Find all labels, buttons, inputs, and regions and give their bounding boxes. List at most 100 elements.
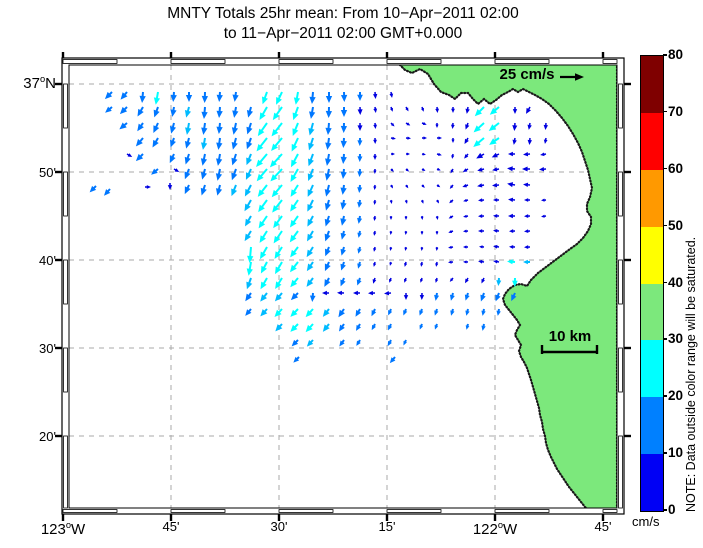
current-vector xyxy=(435,215,439,220)
x-axis-tick-label: 45' xyxy=(162,519,180,534)
frame-rail xyxy=(618,347,623,393)
current-vector xyxy=(389,277,392,283)
current-vector xyxy=(463,229,469,233)
current-vector xyxy=(305,323,314,333)
current-vector xyxy=(473,137,485,147)
current-vector xyxy=(357,230,362,238)
current-vector xyxy=(437,136,442,140)
current-vector xyxy=(340,107,348,117)
current-vector xyxy=(450,308,455,316)
current-vector xyxy=(404,261,408,267)
current-vector xyxy=(373,122,378,129)
current-vector xyxy=(357,199,363,208)
current-vector xyxy=(465,323,470,330)
current-vector xyxy=(340,199,347,210)
land-polygon xyxy=(399,65,617,508)
current-vector xyxy=(290,246,299,258)
current-vector xyxy=(492,167,500,172)
current-vector xyxy=(390,168,394,172)
current-vector xyxy=(473,122,485,133)
current-vector xyxy=(273,230,283,244)
current-vector xyxy=(373,230,377,236)
current-vector xyxy=(120,91,128,100)
current-vector xyxy=(491,152,500,158)
current-vector xyxy=(524,198,530,202)
current-vector xyxy=(493,228,500,233)
current-vector xyxy=(231,137,238,150)
current-vector xyxy=(463,198,469,202)
current-vector xyxy=(307,168,314,182)
current-vector xyxy=(481,277,485,284)
current-vector xyxy=(184,184,191,195)
current-vector xyxy=(372,91,378,99)
current-vector xyxy=(139,91,146,103)
current-vector xyxy=(493,198,499,202)
current-vector xyxy=(435,123,439,128)
current-vector xyxy=(543,137,548,144)
current-vector xyxy=(405,184,409,189)
current-vector xyxy=(368,290,376,296)
colorbar-tick xyxy=(663,395,667,397)
current-vector xyxy=(325,153,332,166)
current-vector xyxy=(200,184,207,196)
current-vector xyxy=(324,277,331,287)
current-vector xyxy=(322,308,330,317)
current-vector xyxy=(306,246,314,258)
current-vector xyxy=(420,246,424,251)
current-vector xyxy=(201,122,208,135)
current-vector xyxy=(306,339,314,347)
current-vector xyxy=(184,106,192,118)
current-vector xyxy=(388,323,393,331)
current-vector xyxy=(435,261,439,267)
current-vector xyxy=(404,216,408,220)
colorbar-segment xyxy=(641,454,663,511)
current-vector xyxy=(145,185,151,189)
current-vector xyxy=(260,292,268,302)
current-vector xyxy=(306,277,314,287)
current-vector xyxy=(421,168,426,171)
current-vector xyxy=(340,153,347,164)
axis-ticks xyxy=(55,52,631,521)
current-vector xyxy=(271,122,283,137)
current-vector xyxy=(324,199,331,211)
current-vector xyxy=(259,106,268,120)
current-vector xyxy=(420,277,424,283)
current-vector xyxy=(357,215,363,224)
current-vector xyxy=(436,152,442,156)
current-vector xyxy=(215,184,223,196)
current-vector xyxy=(539,166,547,172)
current-vector xyxy=(201,137,208,150)
current-vector xyxy=(435,246,439,251)
current-vector xyxy=(324,215,331,227)
current-vector xyxy=(403,293,409,300)
current-vector xyxy=(390,122,395,127)
map-frame xyxy=(61,57,625,515)
current-vector xyxy=(421,184,425,188)
current-vector xyxy=(290,184,299,197)
current-vector xyxy=(496,308,501,316)
current-vector xyxy=(184,137,192,149)
current-vector xyxy=(244,184,252,197)
scale-bar xyxy=(540,345,599,354)
current-vector xyxy=(290,323,299,332)
current-vector xyxy=(201,106,208,119)
x-axis-tick-label: 45' xyxy=(594,519,612,534)
current-vector xyxy=(275,323,283,332)
current-vector xyxy=(256,168,268,182)
current-vector xyxy=(507,182,516,188)
current-vector xyxy=(340,261,346,271)
current-vector xyxy=(307,215,314,227)
current-vector xyxy=(306,261,314,272)
current-vector xyxy=(372,277,377,284)
colorbar-segment xyxy=(641,397,663,455)
current-vector xyxy=(322,290,329,296)
current-vector xyxy=(451,107,455,113)
current-vector xyxy=(405,168,410,172)
current-vector xyxy=(290,168,299,182)
colorbar-units-label: cm/s xyxy=(632,514,660,529)
current-vector xyxy=(309,91,316,104)
colorbar-tick xyxy=(663,110,667,113)
colorbar-tick-label: 0 xyxy=(668,502,676,517)
current-vector xyxy=(260,246,268,260)
current-vector xyxy=(325,137,332,150)
